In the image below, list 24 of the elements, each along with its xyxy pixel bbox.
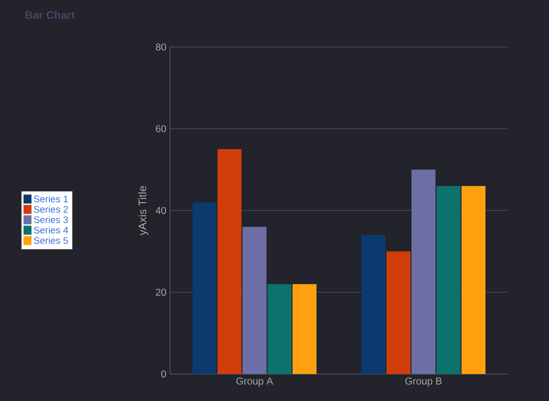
bar — [292, 284, 316, 374]
bar — [411, 170, 436, 374]
bar — [192, 202, 216, 374]
y-tick-label: 60 — [156, 125, 166, 132]
bar — [218, 149, 242, 374]
bar — [242, 226, 266, 374]
y-axis-title: yAxis Title — [138, 186, 148, 236]
y-tick-label: 0 — [161, 370, 166, 378]
bar — [386, 251, 410, 374]
x-tick-label: Group A — [236, 378, 274, 387]
legend-label: Series 2 — [34, 206, 68, 213]
y-tick-label: 20 — [156, 288, 166, 296]
bar — [361, 235, 386, 374]
bar — [436, 186, 460, 374]
bar — [461, 186, 486, 374]
text: Bar Chart — [26, 10, 75, 19]
legend-label: Series 5 — [34, 236, 68, 244]
bar — [268, 284, 292, 374]
y-tick-label: 40 — [156, 206, 166, 214]
x-tick-label: Group B — [405, 378, 442, 387]
legend-label: Series 4 — [34, 226, 68, 234]
y-tick-label: 80 — [156, 43, 166, 51]
legend-label: Series 1 — [34, 195, 68, 202]
legend-label: Series 3 — [34, 216, 68, 224]
